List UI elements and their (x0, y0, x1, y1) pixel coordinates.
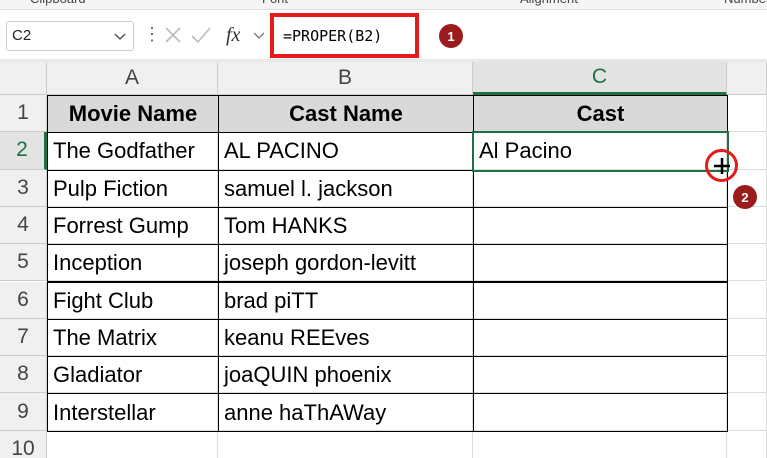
table-cell[interactable]: Fight Club (47, 281, 219, 320)
table-cell[interactable]: keanu REEves (218, 318, 474, 358)
grid-cell[interactable] (218, 169, 473, 207)
highlight-box (270, 13, 419, 58)
column-header[interactable]: C (473, 62, 727, 95)
table-cell[interactable]: joseph gordon-levitt (218, 244, 474, 283)
table-cell[interactable] (473, 206, 728, 246)
fill-handle-highlight (705, 149, 738, 182)
grid-cell[interactable] (47, 206, 218, 245)
column-header[interactable] (727, 62, 767, 95)
grid-cell[interactable] (727, 356, 767, 394)
table-cell[interactable] (473, 169, 728, 208)
table-cell[interactable]: anne haThAWay (218, 393, 474, 432)
row-header[interactable]: 3 (0, 169, 47, 207)
grid-cell[interactable] (473, 393, 727, 431)
grid-cell[interactable] (727, 281, 767, 319)
table-cell[interactable]: The Matrix (47, 318, 219, 358)
grid-cell[interactable] (727, 393, 767, 431)
grid-cell[interactable] (218, 244, 473, 282)
grid-cell[interactable] (47, 430, 218, 458)
table-cell[interactable] (473, 393, 728, 432)
grid-cell[interactable] (473, 281, 727, 319)
separator: ⋮ (143, 24, 161, 44)
formula-bar (0, 10, 767, 60)
grid-cell[interactable] (47, 169, 218, 207)
grid-cell[interactable] (218, 430, 473, 458)
selected-cell[interactable] (472, 131, 729, 172)
ribbon (0, 0, 767, 10)
ribbon-group-label: Clipboard (30, 0, 86, 6)
row-header[interactable]: 7 (0, 318, 47, 357)
row-header[interactable]: 2 (0, 132, 47, 170)
table-cell[interactable] (473, 318, 728, 358)
table-header-cell[interactable]: Cast Name (218, 95, 474, 134)
formula-buttons (165, 27, 265, 44)
grid-cell[interactable] (727, 430, 767, 458)
column-header[interactable]: B (218, 62, 473, 95)
table-cell[interactable] (473, 244, 728, 283)
grid-cell[interactable] (47, 393, 218, 431)
dropdown-arrow[interactable] (112, 28, 128, 44)
table-cell[interactable]: Inception (47, 244, 219, 283)
callout-badge: 2 (733, 185, 757, 209)
table-cell[interactable] (473, 281, 728, 320)
grid-cell[interactable] (218, 318, 473, 357)
table-header-cell[interactable]: Cast (473, 95, 728, 134)
grid-cell[interactable] (473, 244, 727, 282)
row-header[interactable]: 5 (0, 244, 47, 282)
table-cell[interactable]: brad piTT (218, 281, 474, 320)
grid-cell[interactable] (473, 430, 727, 458)
table-cell[interactable]: Pulp Fiction (47, 169, 219, 208)
table-cell[interactable]: Forrest Gump (47, 206, 219, 246)
table-cell[interactable] (473, 356, 728, 395)
grid-cell[interactable] (727, 244, 767, 282)
fill-handle-cursor[interactable] (712, 156, 732, 176)
grid-cell[interactable] (47, 318, 218, 357)
grid-cell[interactable] (473, 169, 727, 207)
grid-cell[interactable] (218, 393, 473, 431)
table-cell[interactable]: Tom HANKS (218, 206, 474, 246)
table-header-cell[interactable]: Movie Name (47, 95, 219, 134)
table-cell[interactable]: Interstellar (47, 393, 219, 432)
row-header[interactable]: 1 (0, 95, 47, 133)
formula-text[interactable]: =PROPER(B2) (283, 27, 383, 45)
row-header[interactable]: 10 (0, 430, 47, 458)
row-header[interactable]: 9 (0, 393, 47, 431)
grid-cell[interactable] (727, 95, 767, 133)
grid-cell[interactable] (47, 244, 218, 282)
ribbon-group-label: Alignment (520, 0, 578, 6)
table-cell[interactable]: samuel l. jackson (218, 169, 474, 208)
grid-cell[interactable] (727, 206, 767, 245)
grid-cell[interactable] (47, 132, 218, 170)
grid-cell[interactable] (218, 206, 473, 245)
fx-label[interactable]: fx (226, 24, 241, 46)
row-header[interactable]: 8 (0, 356, 47, 394)
grid-cell[interactable] (473, 318, 727, 357)
row-header[interactable]: 6 (0, 281, 47, 319)
name-box[interactable]: C2 (12, 27, 32, 44)
grid-cell[interactable] (47, 281, 218, 319)
grid-cell[interactable] (473, 206, 727, 245)
name-box-frame[interactable] (6, 21, 134, 51)
grid-cell[interactable] (218, 281, 473, 319)
select-all[interactable] (0, 62, 47, 95)
divider (0, 59, 767, 62)
column-header[interactable]: A (47, 62, 218, 95)
grid-cell[interactable] (218, 356, 473, 394)
ribbon-group-label: Number (724, 0, 767, 6)
grid-cell[interactable] (727, 318, 767, 357)
table-cell[interactable]: joaQUIN phoenix (218, 356, 474, 395)
ribbon-group-label: Font (262, 0, 288, 6)
row-header[interactable]: 4 (0, 206, 47, 245)
table-cell[interactable]: The Godfather (47, 132, 219, 171)
table-cell[interactable]: Gladiator (47, 356, 219, 395)
callout-badge: 1 (439, 24, 463, 48)
table-cell[interactable]: AL PACINO (218, 132, 474, 171)
grid-cell[interactable] (47, 356, 218, 394)
grid-cell[interactable] (473, 356, 727, 394)
